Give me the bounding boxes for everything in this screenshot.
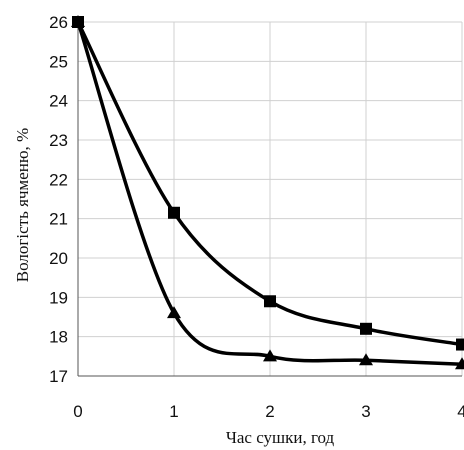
y-tick-label: 18 — [49, 328, 68, 347]
series-1-point — [168, 207, 180, 219]
y-tick-label: 19 — [49, 288, 68, 307]
y-tick-label: 22 — [49, 170, 68, 189]
x-tick-label: 4 — [457, 402, 464, 421]
y-tick-label: 20 — [49, 249, 68, 268]
y-tick-label: 21 — [49, 210, 68, 229]
y-tick-label: 17 — [49, 367, 68, 386]
series-1-point — [360, 323, 372, 335]
y-tick-label: 26 — [49, 13, 68, 32]
x-tick-label: 1 — [169, 402, 178, 421]
series — [71, 15, 464, 369]
series-2-point — [167, 306, 181, 318]
series-1-point — [456, 339, 464, 351]
y-tick-label: 23 — [49, 131, 68, 150]
y-axis-title: Вологість ячменю, % — [13, 128, 32, 282]
grid — [78, 22, 462, 376]
x-axis-title: Час сушки, год — [226, 428, 335, 447]
x-tick-label: 0 — [73, 402, 82, 421]
x-tick-label: 2 — [265, 402, 274, 421]
y-tick-label: 24 — [49, 92, 68, 111]
x-tick-label: 3 — [361, 402, 370, 421]
series-1-point — [264, 295, 276, 307]
y-tick-label: 25 — [49, 52, 68, 71]
